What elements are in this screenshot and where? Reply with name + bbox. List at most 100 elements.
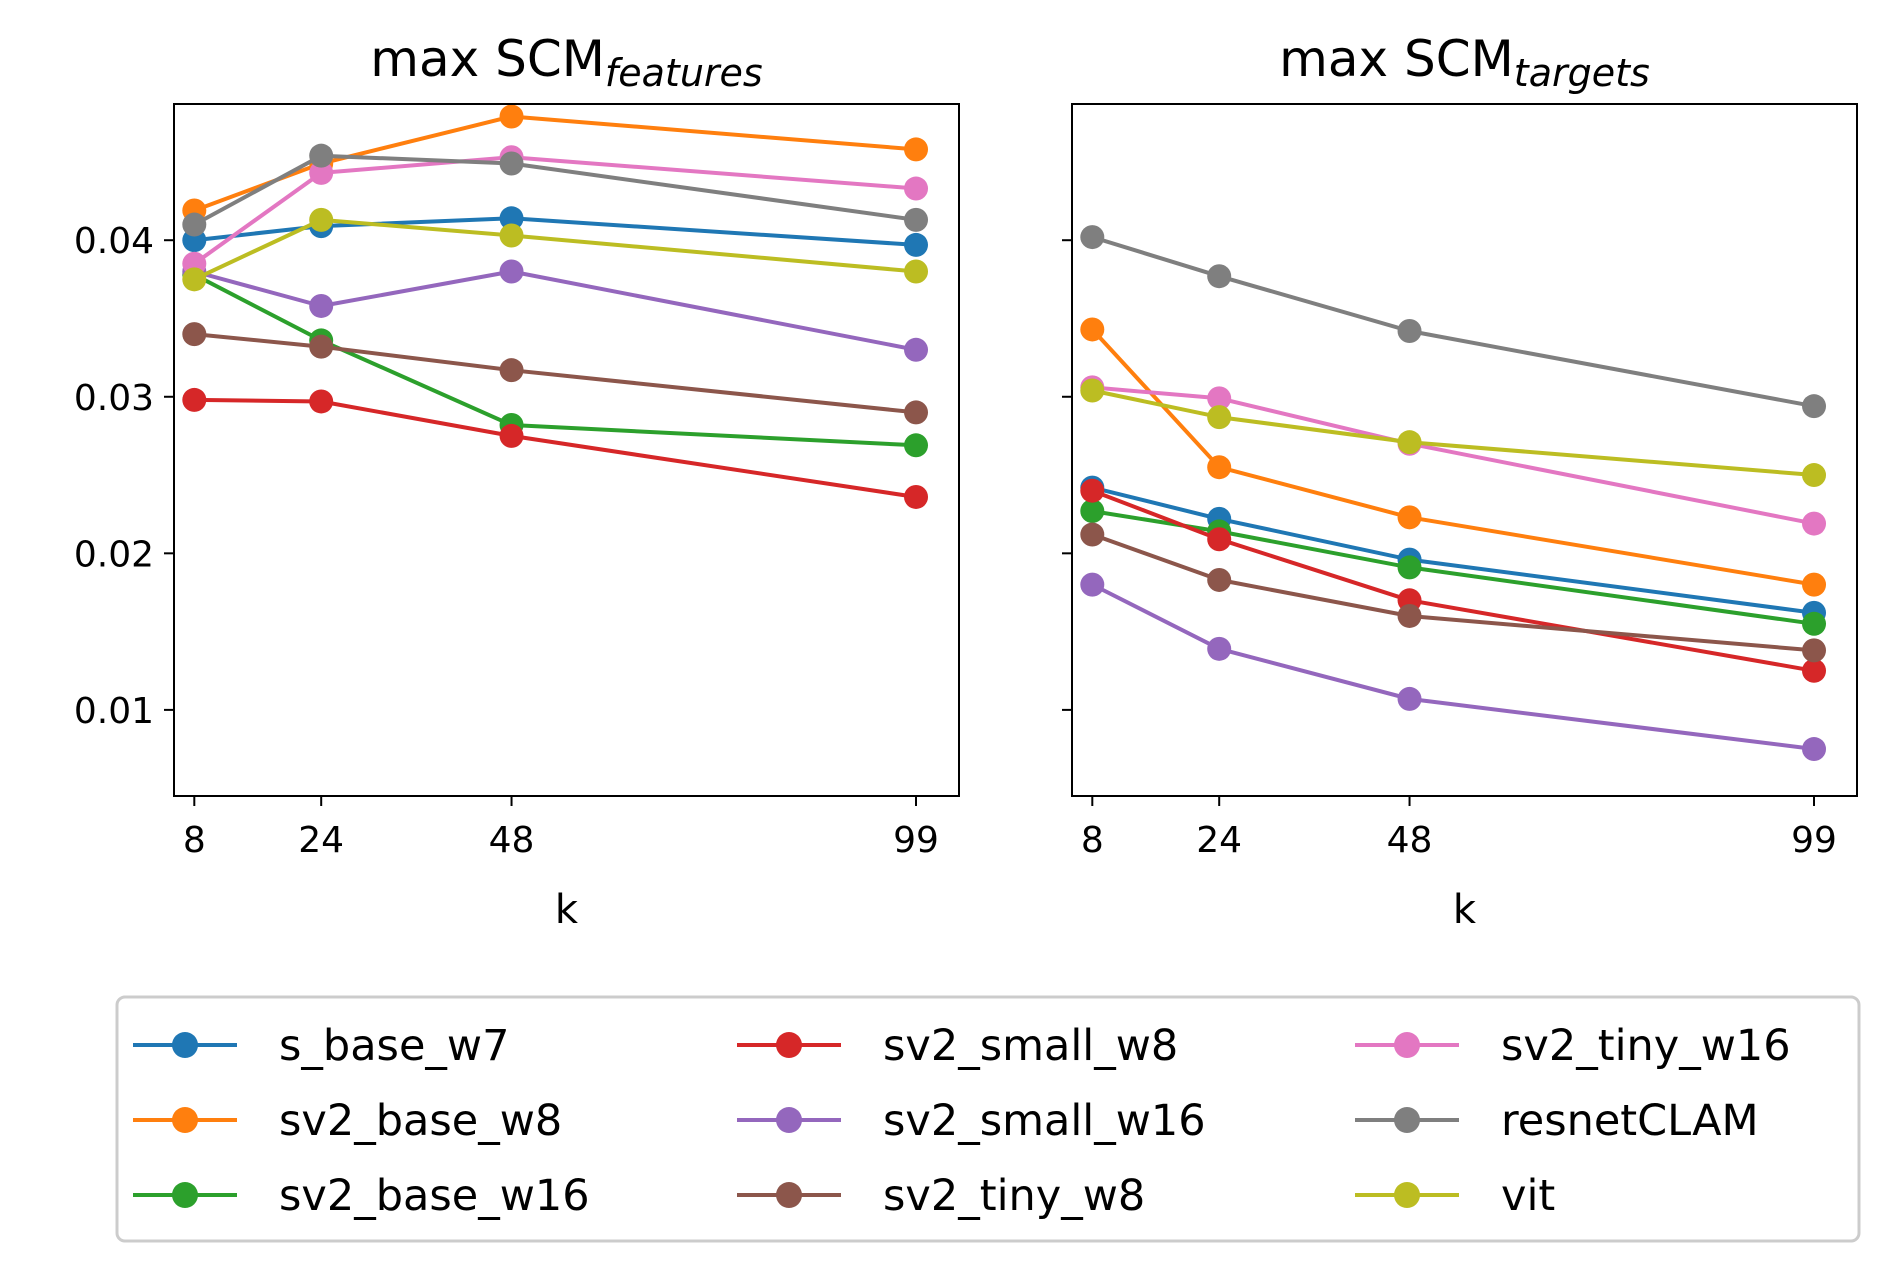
data-point-vit-k8 xyxy=(1080,378,1105,403)
series-line-resnetCLAM xyxy=(193,153,917,227)
series-line-sv2_base_w8 xyxy=(1090,328,1815,587)
legend-entry-sv2_small_w8: sv2_small_w8 xyxy=(737,1021,1178,1071)
data-point-sv2_small_w16-k24 xyxy=(309,293,334,318)
legend: s_base_w7 sv2_base_w8 sv2_base_w16 sv2_smal… xyxy=(115,995,1861,1243)
data-point-sv2_tiny_w16-k24 xyxy=(1207,386,1232,411)
series-line-s_base_w7 xyxy=(1091,485,1815,615)
data-point-sv2_base_w8-k48 xyxy=(499,104,524,129)
legend-entry-sv2_small_w16: sv2_small_w16 xyxy=(737,1096,1206,1146)
legend-label: sv2_base_w16 xyxy=(279,1171,590,1221)
legend-entry-sv2_base_w16: sv2_base_w16 xyxy=(133,1171,590,1221)
data-point-sv2_small_w16-k8 xyxy=(1080,572,1105,597)
data-point-vit-k99 xyxy=(1802,463,1827,488)
legend-marker xyxy=(172,1182,198,1208)
data-point-sv2_small_w8-k24 xyxy=(1207,527,1232,552)
x-tick-label: 48 xyxy=(489,820,535,861)
data-point-sv2_tiny_w8-k99 xyxy=(1802,638,1827,663)
data-point-sv2_small_w16-k48 xyxy=(499,259,524,284)
legend-marker xyxy=(172,1032,198,1058)
data-point-sv2_tiny_w16-k99 xyxy=(904,176,929,201)
series-line-sv2_tiny_w16 xyxy=(193,155,917,266)
chart-title-subscript: features xyxy=(605,51,763,95)
legend-marker xyxy=(776,1107,802,1133)
legend-label: sv2_tiny_w16 xyxy=(1501,1021,1791,1071)
series-line-sv2_small_w16 xyxy=(193,269,917,352)
data-point-sv2_base_w8-k99 xyxy=(904,137,929,162)
data-point-vit-k24 xyxy=(309,207,334,232)
series-line-sv2_base_w8 xyxy=(193,114,917,213)
legend-entry-sv2_base_w8: sv2_base_w8 xyxy=(133,1096,562,1146)
chart-title: max SCMfeatures xyxy=(370,30,762,95)
x-tick-label: 24 xyxy=(1196,820,1242,861)
legend-marker xyxy=(776,1032,802,1058)
data-point-vit-k48 xyxy=(1397,430,1422,455)
data-point-sv2_small_w16-k99 xyxy=(904,337,929,362)
x-axis-label: k xyxy=(555,887,579,933)
chart-title-subscript: targets xyxy=(1514,51,1650,95)
series-resnetCLAM xyxy=(1080,225,1827,419)
legend-marker xyxy=(776,1182,802,1208)
data-point-sv2_small_w8-k8 xyxy=(182,387,207,412)
data-point-sv2_small_w8-k99 xyxy=(1802,658,1827,683)
data-point-resnetCLAM-k24 xyxy=(309,143,334,168)
y-tick-label: 0.03 xyxy=(74,378,154,419)
series-vit xyxy=(1080,378,1827,488)
x-axis-label: k xyxy=(1453,887,1477,933)
legend-entry-vit: vit xyxy=(1355,1171,1555,1221)
axes-frame xyxy=(1071,103,1858,797)
series-sv2_small_w16 xyxy=(1080,572,1827,762)
data-point-sv2_base_w8-k8 xyxy=(1080,317,1105,342)
legend-label: sv2_small_w16 xyxy=(883,1096,1206,1146)
data-point-sv2_tiny_w16-k99 xyxy=(1802,511,1827,536)
data-point-sv2_base_w16-k99 xyxy=(1802,611,1827,636)
chart-title: max SCMtargets xyxy=(1279,30,1650,95)
series-line-s_base_w7 xyxy=(194,216,917,247)
x-tick-label: 8 xyxy=(183,820,206,861)
series-resnetCLAM xyxy=(182,143,929,237)
x-tick-label: 48 xyxy=(1387,820,1433,861)
legend-marker xyxy=(1394,1032,1420,1058)
legend-marker xyxy=(1394,1107,1420,1133)
series-line-sv2_tiny_w8 xyxy=(194,332,917,415)
data-point-sv2_tiny_w8-k48 xyxy=(1397,603,1422,628)
data-point-sv2_tiny_w8-k8 xyxy=(1080,522,1105,547)
data-point-sv2_small_w8-k48 xyxy=(499,423,524,448)
data-point-sv2_small_w16-k99 xyxy=(1802,737,1827,762)
data-point-sv2_small_w16-k24 xyxy=(1207,636,1232,661)
x-tick-label: 99 xyxy=(893,820,939,861)
data-point-sv2_tiny_w8-k8 xyxy=(182,322,207,347)
legend-entry-resnetCLAM: resnetCLAM xyxy=(1355,1096,1759,1146)
data-point-sv2_base_w16-k99 xyxy=(904,433,929,458)
data-point-sv2_tiny_w8-k24 xyxy=(309,334,334,359)
legend-entry-sv2_tiny_w8: sv2_tiny_w8 xyxy=(737,1171,1145,1221)
series-line-sv2_tiny_w8 xyxy=(1091,532,1815,653)
series-sv2_small_w8 xyxy=(182,387,929,509)
x-tick-label: 24 xyxy=(298,820,344,861)
legend-label: sv2_small_w8 xyxy=(883,1021,1178,1071)
legend-label: sv2_tiny_w8 xyxy=(883,1171,1145,1221)
series-sv2_tiny_w8 xyxy=(182,322,929,425)
data-point-resnetCLAM-k99 xyxy=(1802,394,1827,419)
data-point-sv2_tiny_w8-k48 xyxy=(499,358,524,383)
y-tick-label: 0.01 xyxy=(74,691,154,732)
data-point-resnetCLAM-k48 xyxy=(499,151,524,176)
legend-entry-s_base_w7: s_base_w7 xyxy=(133,1021,509,1071)
legend-label: s_base_w7 xyxy=(279,1021,509,1071)
chart-panel-2: max SCMtargets 8 24 48 99 k xyxy=(1062,30,1858,933)
legend-frame xyxy=(115,995,1861,1243)
series-line-resnetCLAM xyxy=(1091,235,1815,409)
x-tick-label: 99 xyxy=(1791,820,1837,861)
data-point-sv2_base_w8-k24 xyxy=(1207,455,1232,480)
data-point-sv2_small_w8-k99 xyxy=(904,484,929,509)
data-point-sv2_small_w16-k48 xyxy=(1397,686,1422,711)
axes-frame xyxy=(173,103,960,797)
data-point-resnetCLAM-k8 xyxy=(1080,225,1105,250)
series-line-sv2_small_w16 xyxy=(1091,582,1815,751)
series-sv2_tiny_w8 xyxy=(1080,522,1827,663)
data-point-sv2_base_w8-k48 xyxy=(1397,505,1422,530)
data-point-vit-k8 xyxy=(182,267,207,292)
data-point-s_base_w7-k48 xyxy=(499,206,524,231)
data-point-vit-k24 xyxy=(1207,405,1232,430)
series-line-vit xyxy=(193,217,917,282)
